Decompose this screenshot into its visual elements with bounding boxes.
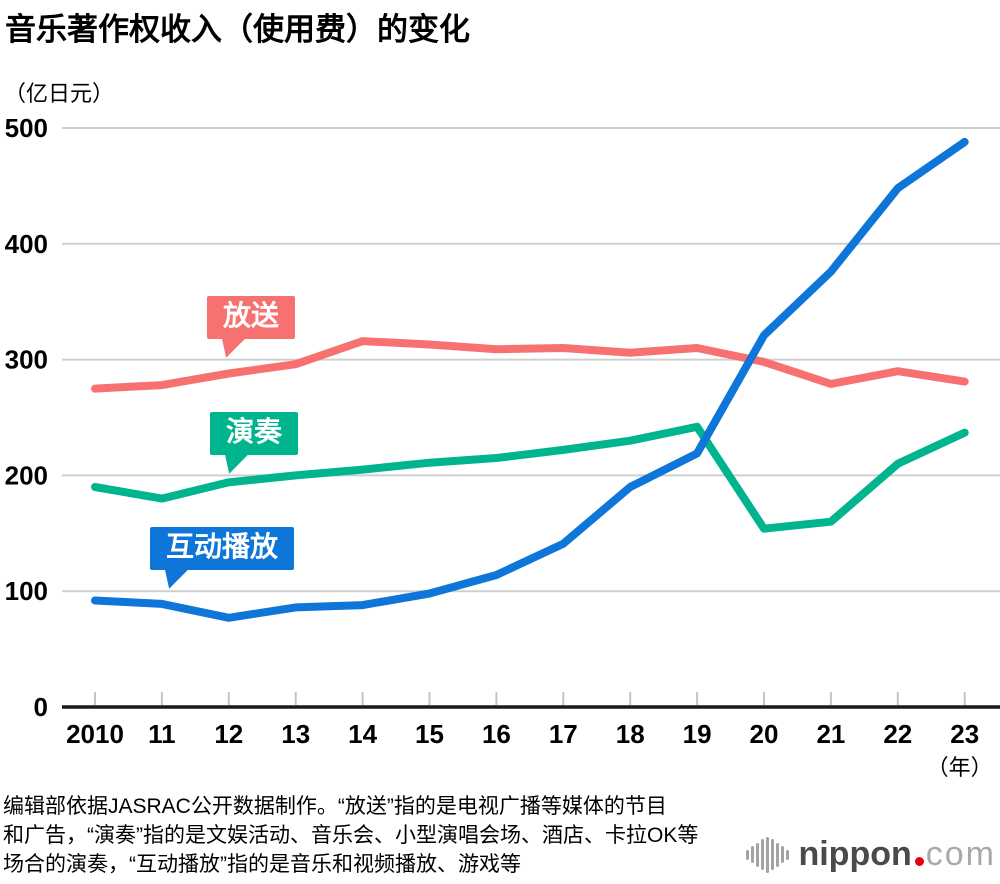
x-tick-label-16: 16 — [482, 719, 511, 749]
x-tick-label-23: 23 — [950, 719, 979, 749]
x-tick-label-19: 19 — [683, 719, 712, 749]
series-label-performance-text: 演奏 — [226, 416, 283, 447]
y-tick-label-0: 0 — [34, 692, 48, 722]
x-tick-label-11: 11 — [148, 719, 176, 749]
series-label-interactive: 互动播放 — [150, 527, 295, 589]
x-tick-label-18: 18 — [616, 719, 645, 749]
series-label-broadcast-text: 放送 — [223, 300, 280, 331]
logo-brand-text: nippon — [798, 835, 912, 873]
source-note-line2: 和广告，“演奏”指的是文娱活动、音乐会、小型演唱会场、酒店、卡拉OK等 — [3, 824, 699, 847]
series-label-performance: 演奏 — [210, 412, 299, 474]
x-tick-label-20: 20 — [750, 719, 779, 749]
source-note-line3: 场合的演奏，“互动播放”指的是音乐和视频播放、游戏等 — [3, 853, 521, 876]
source-note-line1: 编辑部依据JASRAC公开数据制作。“放送”指的是电视广播等媒体的节目 — [3, 795, 667, 818]
logo-tld-text: com — [925, 835, 996, 873]
series-label-interactive-text: 互动播放 — [166, 531, 279, 562]
page-title: 音乐著作权收入（使用费）的变化 — [5, 12, 470, 47]
y-tick-label-200: 200 — [5, 460, 48, 490]
logo-dot — [914, 857, 924, 866]
x-axis-unit-label: （年） — [927, 755, 993, 780]
x-tick-label-2010: 2010 — [66, 719, 124, 749]
soundwave-icon — [746, 836, 790, 873]
y-tick-label-500: 500 — [5, 113, 48, 143]
y-tick-label-100: 100 — [5, 576, 48, 606]
nippon-com-logo: nippon com — [746, 835, 996, 874]
x-tick-label-22: 22 — [883, 719, 912, 749]
source-note: 编辑部依据JASRAC公开数据制作。“放送”指的是电视广播等媒体的节目 和广告，… — [3, 792, 698, 879]
x-tick-label-13: 13 — [281, 719, 310, 749]
x-tick-label-15: 15 — [415, 719, 444, 749]
series-line-interactive — [91, 137, 969, 622]
y-axis-unit-label: （亿日元） — [4, 81, 115, 106]
y-tick-label-300: 300 — [5, 345, 48, 375]
series-label-broadcast: 放送 — [207, 296, 296, 358]
x-tick-label-14: 14 — [348, 719, 377, 749]
x-tick-label-12: 12 — [214, 719, 243, 749]
x-tick-label-17: 17 — [549, 719, 578, 749]
y-tick-label-400: 400 — [5, 229, 48, 259]
x-tick-label-21: 21 — [816, 719, 845, 749]
series-line-broadcast — [91, 337, 969, 393]
series-line-performance — [91, 422, 969, 533]
